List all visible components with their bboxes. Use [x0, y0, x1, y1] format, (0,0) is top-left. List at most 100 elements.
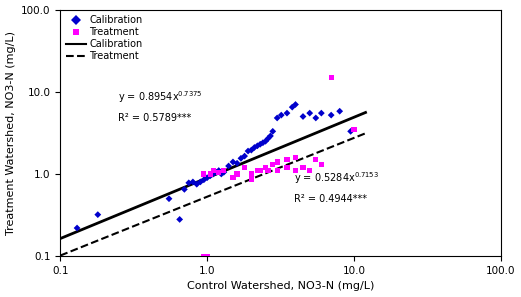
- Calibration: [317, 111, 326, 116]
- Calibration: [291, 102, 300, 107]
- Calibration: [273, 116, 281, 120]
- Y-axis label: Treatment Watershed, NO3-N (mg/L): Treatment Watershed, NO3-N (mg/L): [6, 31, 16, 235]
- Treatment: [206, 172, 215, 176]
- Treatment: [283, 157, 291, 162]
- Treatment: [240, 165, 249, 170]
- Calibration: [217, 172, 226, 176]
- Calibration: [73, 226, 81, 230]
- Text: y = 0.5284x$^{0.7153}$: y = 0.5284x$^{0.7153}$: [294, 170, 379, 186]
- Calibration: [200, 177, 208, 182]
- Calibration: [244, 159, 250, 163]
- Text: R² = 0.5789***: R² = 0.5789***: [118, 113, 191, 123]
- Treatment: [315, 151, 321, 154]
- Calibration: [233, 161, 241, 166]
- Treatment: [299, 165, 307, 170]
- Treatment: [350, 127, 358, 132]
- Calibration: [266, 134, 275, 138]
- Treatment: [200, 172, 208, 176]
- Treatment: [283, 165, 291, 170]
- Treatment: [58, 253, 65, 257]
- Calibration: [220, 170, 228, 175]
- Treatment: [312, 157, 320, 162]
- Treatment: [239, 181, 245, 184]
- Calibration: [94, 212, 102, 217]
- Calibration: [165, 196, 173, 201]
- Treatment: [291, 168, 300, 173]
- Calibration: [237, 156, 245, 161]
- Calibration: [336, 109, 344, 113]
- Calibration: [259, 140, 267, 145]
- Calibration: [262, 139, 270, 144]
- Calibration: [215, 168, 223, 173]
- Text: R² = 0.4944***: R² = 0.4944***: [294, 194, 367, 204]
- Calibration: [312, 116, 320, 120]
- Calibration: [238, 162, 244, 166]
- Calibration: [327, 113, 336, 118]
- Calibration: [315, 130, 321, 134]
- Treatment: [273, 168, 281, 173]
- Calibration: [288, 105, 296, 110]
- Line: Calibration: Calibration: [60, 113, 366, 238]
- Calibration: [334, 122, 340, 126]
- Calibration: [209, 172, 217, 176]
- Calibration: [346, 129, 355, 134]
- Calibration: [250, 145, 258, 150]
- Calibration: [277, 113, 286, 118]
- Calibration: [203, 175, 212, 180]
- Legend: Calibration, Treatment, Calibration, Treatment: Calibration, Treatment, Calibration, Tre…: [63, 12, 146, 64]
- Calibration: [57, 237, 64, 240]
- Treatment: [334, 143, 340, 146]
- Treatment: [200, 254, 208, 259]
- Calibration: [176, 217, 184, 222]
- Calibration: [299, 114, 307, 119]
- Calibration: [244, 149, 252, 154]
- Calibration: [180, 187, 189, 192]
- Calibration: [264, 136, 272, 141]
- Calibration: [58, 236, 65, 240]
- Treatment: [273, 159, 281, 164]
- Calibration: [363, 111, 369, 114]
- Treatment: [233, 172, 241, 176]
- Treatment: [305, 168, 314, 173]
- X-axis label: Control Watershed, NO3-N (mg/L): Control Watershed, NO3-N (mg/L): [187, 282, 374, 291]
- Calibration: [247, 148, 255, 152]
- Calibration: [253, 143, 262, 148]
- Calibration: [240, 154, 249, 159]
- Treatment: [57, 254, 64, 257]
- Calibration: [206, 173, 215, 178]
- Treatment: [220, 168, 228, 173]
- Treatment: [256, 168, 264, 173]
- Calibration: [225, 164, 233, 168]
- Calibration: [184, 181, 193, 185]
- Calibration: [196, 180, 205, 184]
- Calibration: [189, 180, 197, 184]
- Calibration: [269, 129, 277, 134]
- Calibration: [239, 162, 245, 165]
- Calibration: [283, 111, 291, 116]
- Treatment: [229, 175, 237, 180]
- Treatment: [363, 132, 369, 135]
- Treatment: [273, 168, 281, 173]
- Treatment: [283, 157, 291, 162]
- Treatment: [215, 170, 223, 175]
- Treatment: [262, 165, 270, 170]
- Text: y = 0.8954x$^{0.7375}$: y = 0.8954x$^{0.7375}$: [118, 89, 202, 105]
- Line: Treatment: Treatment: [60, 133, 366, 255]
- Calibration: [305, 111, 314, 116]
- Treatment: [244, 179, 250, 182]
- Treatment: [253, 168, 262, 173]
- Treatment: [269, 162, 277, 167]
- Treatment: [317, 162, 326, 167]
- Treatment: [264, 168, 272, 173]
- Treatment: [327, 75, 336, 80]
- Calibration: [229, 159, 237, 164]
- Treatment: [203, 254, 212, 259]
- Treatment: [209, 168, 217, 173]
- Treatment: [247, 177, 255, 182]
- Treatment: [291, 155, 300, 159]
- Treatment: [247, 172, 255, 176]
- Treatment: [238, 181, 244, 185]
- Calibration: [212, 170, 220, 175]
- Calibration: [193, 182, 201, 187]
- Calibration: [256, 142, 264, 147]
